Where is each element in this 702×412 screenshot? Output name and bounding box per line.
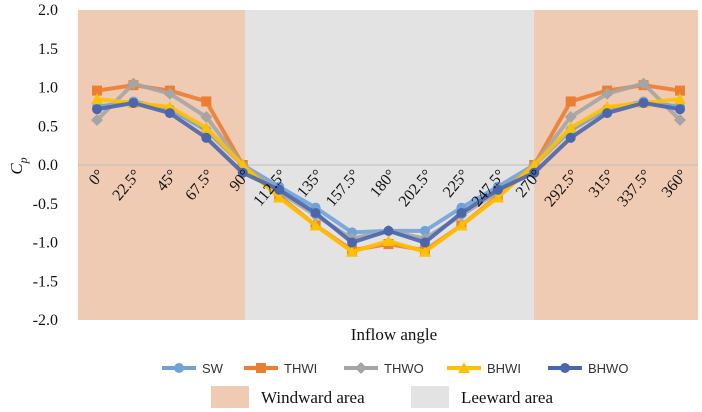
point-bhwi [674, 93, 686, 105]
legend-marker-thwo [355, 362, 367, 374]
point-bhwi [491, 191, 504, 203]
point-thwo [674, 114, 686, 127]
point-thwo [601, 87, 614, 100]
point-bhwo [529, 167, 540, 178]
point-bhwo [602, 108, 613, 119]
point-bhwo [347, 237, 358, 248]
point-bhwi [346, 245, 359, 257]
point-bhwo [237, 167, 248, 178]
legend-swatch-leeward-area [411, 386, 449, 408]
point-thwi [201, 96, 212, 107]
legend-label-sw: SW [202, 361, 224, 376]
point-bhwo [310, 208, 321, 219]
legend: SW THWI THWO BHWI BHWO Windward area Leeward a… [162, 361, 628, 408]
y-tick-label: -1.0 [33, 235, 58, 252]
point-bhwo [274, 184, 285, 195]
point-bhwi [91, 93, 103, 105]
point-bhwi [564, 121, 577, 133]
y-axis-label: Cp [7, 157, 30, 174]
point-bhwo [492, 184, 503, 195]
legend-label-thwi: THWI [284, 361, 317, 376]
legend-marker-bhwi [458, 362, 470, 373]
point-bhwi [455, 219, 468, 231]
y-tick-label: -2.0 [33, 312, 58, 329]
legend-label-bhwi: BHWI [487, 361, 521, 376]
legend-label-windward-area: Windward area [261, 388, 365, 407]
point-thwo [163, 87, 176, 100]
point-bhwo [201, 132, 212, 143]
point-bhwo [638, 98, 649, 108]
point-bhwi [382, 234, 395, 246]
point-bhwo [456, 208, 467, 219]
point-thwo [200, 110, 213, 123]
point-bhwo [128, 98, 139, 108]
legend-marker-thwi [256, 363, 266, 373]
y-tick-label: 1.0 [38, 80, 58, 97]
point-bhwi [200, 121, 213, 133]
point-bhwo [164, 108, 175, 119]
x-axis-label: Inflow angle [351, 325, 437, 344]
point-bhwo [419, 237, 430, 248]
point-bhwi [273, 191, 286, 203]
point-thwo [127, 77, 140, 90]
y-tick-label: -0.5 [33, 196, 58, 213]
legend-label-bhwo: BHWO [588, 361, 628, 376]
point-thwo [91, 114, 103, 127]
point-sw [419, 225, 430, 236]
legend-marker-sw [174, 363, 184, 373]
point-thwi [675, 85, 685, 96]
legend-swatch-windward-area [211, 386, 249, 408]
point-bhwo [383, 225, 394, 236]
legend-marker-bhwo [560, 363, 570, 373]
point-bhwi [418, 245, 431, 257]
series-bhwo [92, 98, 685, 248]
legend-label-leeward-area: Leeward area [461, 388, 553, 407]
point-bhwo [675, 104, 685, 115]
y-tick-label: 1.5 [38, 41, 58, 58]
point-thwo [564, 110, 577, 123]
y-tick-label: 2.0 [38, 2, 58, 19]
y-tick-label: -1.5 [33, 273, 58, 290]
point-thwi [92, 85, 102, 96]
legend-label-thwo: THWO [384, 361, 424, 376]
point-thwi [565, 96, 576, 107]
y-tick-label: 0.5 [38, 118, 58, 135]
y-axis-ticks: 2.0 1.5 1.0 0.5 0.0 -0.5 -1.0 -1.5 -2.0 [33, 2, 58, 329]
series-layer [91, 77, 686, 257]
y-tick-label: 0.0 [38, 157, 58, 174]
point-bhwo [92, 104, 102, 115]
point-bhwo [565, 132, 576, 143]
point-thwo [637, 77, 650, 90]
point-bhwi [309, 219, 322, 231]
